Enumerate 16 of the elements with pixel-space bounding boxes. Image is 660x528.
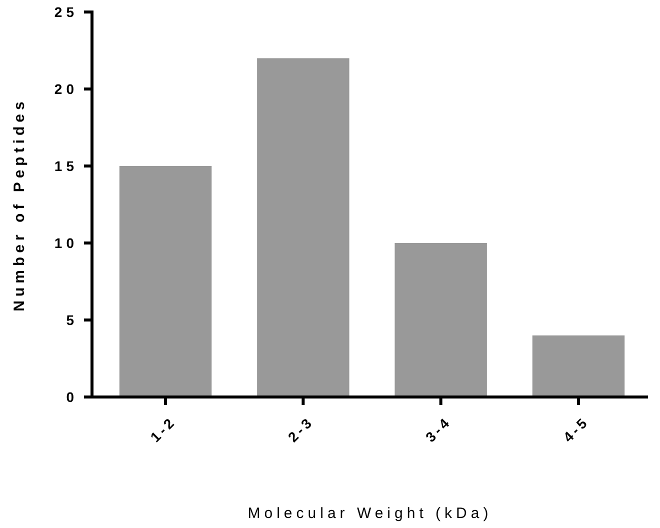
bar — [119, 166, 212, 397]
x-tick-label: 4-5 — [560, 413, 592, 446]
bar — [257, 58, 350, 397]
bar — [394, 243, 487, 397]
y-axis-title: Number of Peptides — [11, 98, 28, 312]
x-tick-label: 2-3 — [284, 413, 317, 446]
x-tick-label: 3-4 — [422, 413, 454, 446]
y-tick-label: 20 — [54, 80, 78, 97]
bar — [532, 335, 625, 397]
y-tick-label: 25 — [54, 4, 78, 20]
x-axis-title: Molecular Weight (kDa) — [248, 505, 492, 522]
y-tick-label: 5 — [66, 312, 78, 328]
x-tick-label: 1-2 — [147, 413, 179, 446]
y-tick-label: 10 — [54, 234, 78, 251]
y-tick-label: 15 — [54, 158, 78, 174]
y-tick-label: 0 — [66, 388, 78, 405]
